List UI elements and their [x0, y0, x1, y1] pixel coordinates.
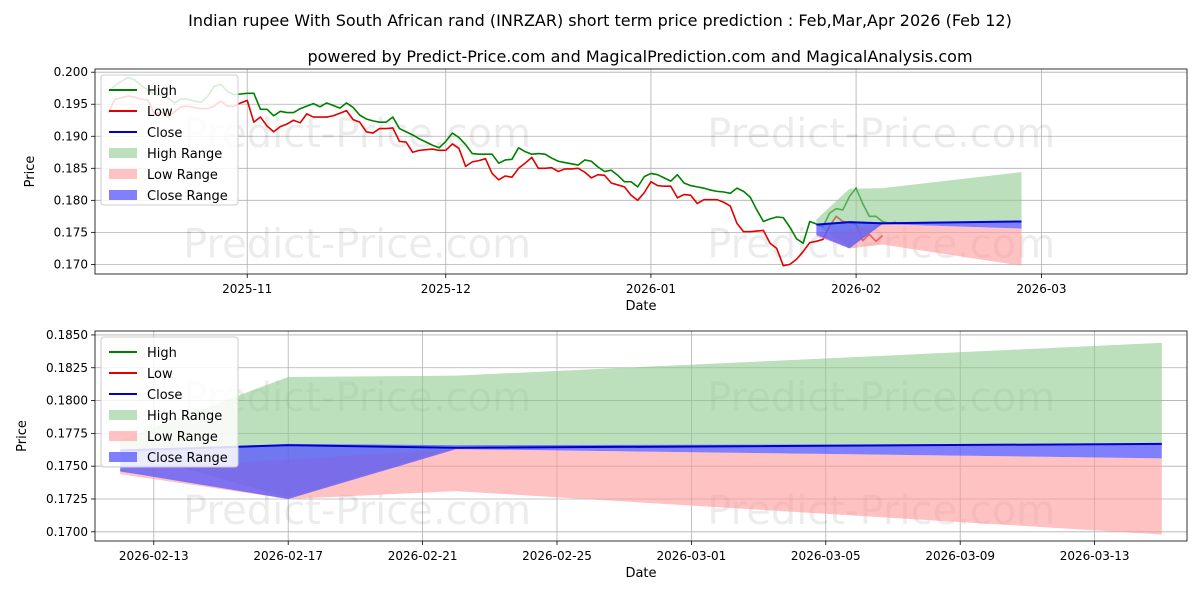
x-tick-label: 2025-11 — [222, 282, 272, 296]
y-axis-label: Price — [23, 156, 38, 188]
legend-low-range-label: Low Range — [147, 430, 218, 445]
x-tick-label: 2026-02-25 — [522, 549, 592, 563]
high-series-line — [107, 76, 896, 245]
y-tick-label: 0.1700 — [46, 525, 88, 539]
legend-close-label: Close — [147, 126, 182, 141]
legend-low-label: Low — [147, 367, 173, 382]
legend-low-label: Low — [147, 105, 173, 120]
y-tick-label: 0.1725 — [46, 492, 88, 506]
legend-close-range-label: Close Range — [147, 189, 228, 204]
legend-close-range-swatch — [109, 190, 137, 200]
x-tick-label: 2026-02-13 — [119, 549, 189, 563]
x-tick-label: 2026-02 — [831, 282, 881, 296]
y-tick-label: 0.180 — [54, 193, 88, 207]
legend: High Low Close High Range Low Range Close Ran… — [100, 336, 239, 468]
x-tick-label: 2026-03 — [1016, 282, 1066, 296]
x-tick-label: 2026-02-17 — [253, 549, 323, 563]
watermark-text: Predict-Price.com — [183, 111, 531, 157]
watermark-text: Predict-Price.com — [707, 111, 1055, 157]
x-tick-label: 2026-01 — [626, 282, 676, 296]
legend-low-range-swatch — [109, 169, 137, 179]
x-tick-label: 2026-03-09 — [925, 549, 995, 563]
legend-low-range-label: Low Range — [147, 168, 218, 183]
y-tick-label: 0.1750 — [46, 459, 88, 473]
y-tick-label: 0.190 — [54, 129, 88, 143]
y-tick-label: 0.1825 — [46, 361, 88, 375]
legend-close-label: Close — [147, 388, 182, 403]
x-tick-label: 2026-03-01 — [657, 549, 727, 563]
top-panel: 2025-11 2025-12 2026-01 2026-02 2026-03 0.170… — [23, 65, 1188, 314]
plot-area — [107, 76, 1022, 267]
plot-area — [120, 342, 1162, 535]
watermark-text: Predict-Price.com — [183, 222, 531, 268]
legend: High Low Close High Range Low Range Close Ran… — [100, 74, 239, 206]
legend-high-range-label: High Range — [147, 409, 222, 424]
legend-close-range-swatch — [109, 452, 137, 462]
legend-high-range-swatch — [109, 410, 137, 420]
close-range-band — [816, 221, 1022, 249]
y-tick-label: 0.200 — [54, 65, 88, 79]
y-tick-label: 0.175 — [54, 225, 88, 239]
legend-low-range-swatch — [109, 431, 137, 441]
y-tick-label: 0.1850 — [46, 328, 88, 342]
y-tick-label: 0.1800 — [46, 394, 88, 408]
x-tick-label: 2025-12 — [421, 282, 471, 296]
plot-frame — [94, 68, 1188, 275]
chart-subtitle: powered by Predict-Price.com and Magical… — [307, 47, 972, 66]
legend-high-range-label: High Range — [147, 147, 222, 162]
legend-high-label: High — [147, 346, 177, 361]
legend-high-label: High — [147, 84, 177, 99]
bottom-panel: 2026-02-13 2026-02-17 2026-02-21 2026-02-25… — [15, 328, 1188, 581]
y-tick-label: 0.185 — [54, 161, 88, 175]
legend-close-range-label: Close Range — [147, 451, 228, 466]
y-tick-label: 0.1775 — [46, 426, 88, 440]
x-axis-label: Date — [625, 566, 656, 581]
close-series-line — [816, 220, 1022, 226]
chart-title: Indian rupee With South African rand (IN… — [188, 11, 1012, 30]
x-axis-label: Date — [625, 299, 656, 314]
y-tick-label: 0.195 — [54, 97, 88, 111]
x-tick-label: 2026-03-13 — [1060, 549, 1130, 563]
y-tick-label: 0.170 — [54, 257, 88, 271]
x-tick-label: 2026-02-21 — [388, 549, 458, 563]
plot-frame — [94, 330, 1188, 542]
close-range-band — [120, 443, 1162, 499]
y-axis-label: Price — [15, 420, 30, 452]
legend-high-range-swatch — [109, 148, 137, 158]
watermark-text: Predict-Price.com — [183, 488, 531, 534]
x-tick-label: 2026-03-05 — [791, 549, 861, 563]
